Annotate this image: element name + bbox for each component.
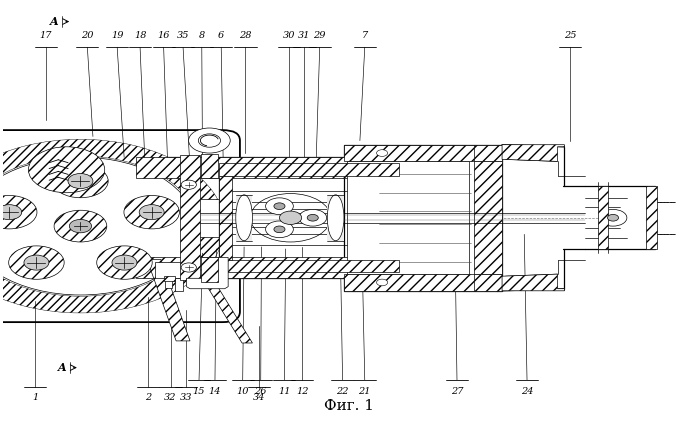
Bar <box>344 145 502 291</box>
Bar <box>219 176 231 259</box>
Bar <box>219 259 399 272</box>
Text: 22: 22 <box>336 387 349 396</box>
Circle shape <box>299 209 326 226</box>
Circle shape <box>24 255 49 270</box>
Bar <box>201 258 219 282</box>
Circle shape <box>0 205 22 220</box>
Text: 35: 35 <box>177 31 189 40</box>
Circle shape <box>139 205 164 220</box>
Text: 21: 21 <box>359 387 371 396</box>
Bar <box>201 154 219 178</box>
Text: 29: 29 <box>313 31 326 40</box>
Ellipse shape <box>327 195 344 241</box>
Text: 20: 20 <box>81 31 94 40</box>
Circle shape <box>181 263 196 272</box>
Polygon shape <box>197 270 252 343</box>
Text: 33: 33 <box>180 393 192 402</box>
Text: Фиг. 1: Фиг. 1 <box>324 398 375 412</box>
Text: 2: 2 <box>145 393 152 402</box>
Text: 28: 28 <box>239 31 252 40</box>
Circle shape <box>52 164 108 198</box>
Bar <box>236 195 252 241</box>
Circle shape <box>266 198 294 214</box>
Text: 32: 32 <box>164 393 177 402</box>
Text: 16: 16 <box>157 31 170 40</box>
Bar <box>344 145 502 162</box>
Circle shape <box>124 195 180 229</box>
Bar <box>347 162 469 274</box>
Polygon shape <box>147 259 190 341</box>
Text: 14: 14 <box>209 387 221 396</box>
Circle shape <box>29 147 105 193</box>
Circle shape <box>274 226 285 233</box>
Ellipse shape <box>236 195 252 241</box>
Circle shape <box>181 180 196 190</box>
Bar <box>175 278 183 291</box>
Bar <box>136 258 401 278</box>
Bar <box>219 164 399 272</box>
Circle shape <box>607 214 619 221</box>
Circle shape <box>8 246 64 279</box>
Polygon shape <box>502 274 565 291</box>
Bar <box>180 155 200 280</box>
Text: A: A <box>50 16 59 27</box>
Bar <box>475 145 502 162</box>
Bar <box>598 187 608 249</box>
Text: 30: 30 <box>283 31 296 40</box>
Circle shape <box>68 173 93 189</box>
Text: 18: 18 <box>134 31 146 40</box>
Circle shape <box>377 150 388 157</box>
Bar <box>327 195 344 241</box>
Circle shape <box>189 128 230 153</box>
Text: 34: 34 <box>253 393 266 402</box>
Circle shape <box>199 134 220 147</box>
Text: A: A <box>57 362 66 373</box>
Text: 1: 1 <box>32 393 38 402</box>
Polygon shape <box>187 258 228 289</box>
Bar <box>475 274 502 291</box>
Text: 12: 12 <box>296 387 308 396</box>
Circle shape <box>266 221 294 238</box>
Text: 10: 10 <box>236 387 249 396</box>
Text: 8: 8 <box>199 31 205 40</box>
Circle shape <box>274 203 285 209</box>
FancyBboxPatch shape <box>0 130 240 322</box>
Text: 17: 17 <box>40 31 52 40</box>
Text: 27: 27 <box>451 387 463 396</box>
Circle shape <box>280 211 302 225</box>
Text: 26: 26 <box>254 387 267 396</box>
Bar <box>647 187 657 249</box>
Text: 11: 11 <box>278 387 291 396</box>
Polygon shape <box>502 145 565 162</box>
Bar <box>165 278 172 288</box>
Circle shape <box>112 255 137 270</box>
Circle shape <box>96 246 152 279</box>
Text: 7: 7 <box>361 31 368 40</box>
Bar <box>143 199 394 236</box>
Wedge shape <box>0 139 224 313</box>
Circle shape <box>0 195 37 229</box>
Circle shape <box>0 157 195 295</box>
Bar <box>136 157 401 278</box>
Circle shape <box>599 209 627 226</box>
Circle shape <box>377 279 388 286</box>
Text: 31: 31 <box>298 31 310 40</box>
Text: 24: 24 <box>521 387 533 396</box>
Circle shape <box>54 210 107 242</box>
Bar <box>155 261 183 278</box>
Bar <box>136 157 401 178</box>
Text: 6: 6 <box>218 31 224 40</box>
Bar <box>219 164 399 176</box>
Bar <box>164 276 175 281</box>
Circle shape <box>307 214 318 221</box>
Bar <box>344 274 502 291</box>
Text: 25: 25 <box>564 31 576 40</box>
Text: 15: 15 <box>193 387 206 396</box>
Bar <box>475 162 502 274</box>
Circle shape <box>69 220 92 233</box>
Text: 19: 19 <box>111 31 124 40</box>
